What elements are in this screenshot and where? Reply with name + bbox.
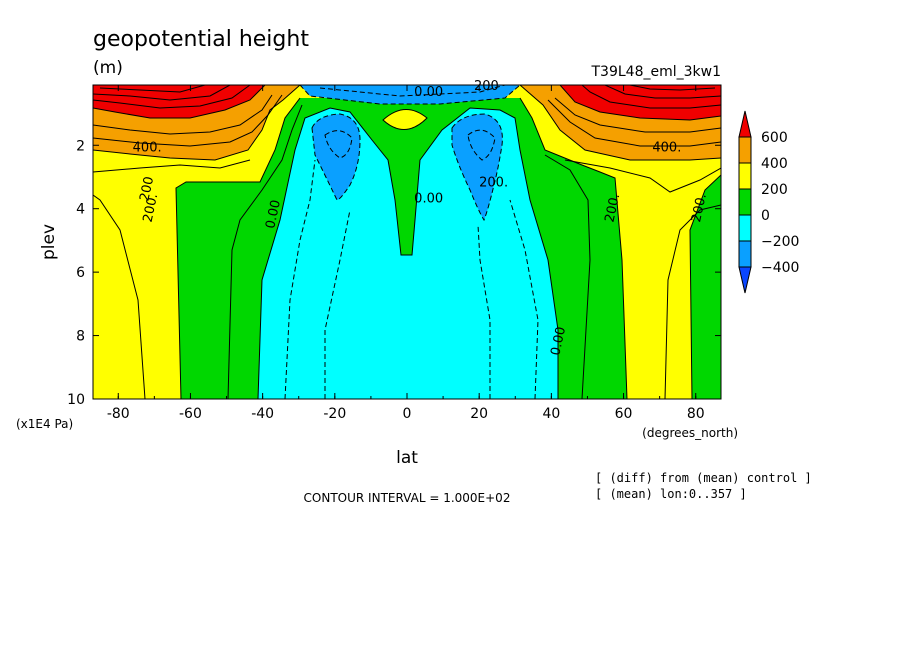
fill-600-left	[93, 85, 265, 118]
chart-title: geopotential height	[93, 27, 309, 52]
colorbar-label: −200	[761, 234, 799, 250]
y-axis-label: plev	[39, 224, 59, 260]
colorbar-segment	[738, 188, 752, 216]
contour-label: 0.00	[414, 191, 443, 206]
x-tick-label: 20	[470, 406, 488, 422]
fill-lobe-left	[312, 114, 360, 200]
colorbar-top-arrow	[738, 110, 752, 138]
colorbar-label: 400	[761, 156, 788, 172]
colorbar: 600 400 200 0 −200 −400	[738, 110, 799, 294]
x-tick-label: -60	[179, 406, 202, 422]
fill-0-200-right	[690, 175, 721, 399]
x-tick-label: -40	[251, 406, 274, 422]
x-tick-label: 0	[403, 406, 412, 422]
negative-contour-lines	[284, 85, 539, 399]
colorbar-label: 0	[761, 208, 770, 224]
y-tick-label: 6	[76, 265, 85, 281]
colorbar-segment	[738, 162, 752, 190]
y-tick-label: 10	[67, 392, 85, 408]
x-axis-units: (degrees_north)	[642, 426, 738, 440]
fill-lobe-right	[452, 114, 503, 220]
experiment-name: T39L48_eml_3kw1	[591, 64, 722, 80]
y-tick-label: 4	[76, 202, 85, 218]
note-diff: [ (diff) from (mean) control ]	[595, 471, 812, 485]
contour-field	[93, 85, 721, 399]
fill-bump-200	[383, 109, 427, 130]
contour-label: 200.	[603, 192, 624, 223]
y-axis-ticks: 2 4 6 8 10	[67, 138, 721, 408]
chart-units: (m)	[93, 58, 123, 78]
contour-interval: CONTOUR INTERVAL = 1.000E+02	[304, 491, 511, 505]
contour-label: 200	[474, 79, 499, 94]
colorbar-segment	[738, 240, 752, 268]
colorbar-segment	[738, 136, 752, 164]
contour-label: 400.	[652, 141, 681, 156]
contour-label: 400.	[133, 141, 162, 156]
y-tick-label: 8	[76, 329, 85, 345]
x-tick-label: 80	[687, 406, 705, 422]
note-mean: [ (mean) lon:0..357 ]	[595, 487, 747, 501]
x-axis-ticks: -80 -60 -40 -20 0 20 40 60 80	[107, 85, 705, 422]
contour-label: 200	[137, 175, 157, 202]
colorbar-segment	[738, 214, 752, 242]
fill-top-strip	[300, 85, 520, 104]
contour-label: 200.	[141, 192, 162, 223]
x-axis-label: lat	[396, 448, 418, 468]
contour-label: 200.	[689, 192, 710, 223]
y-axis-units: (x1E4 Pa)	[16, 417, 73, 431]
x-tick-label: -20	[323, 406, 346, 422]
colorbar-label: 200	[761, 182, 788, 198]
fill-600-right	[560, 85, 721, 120]
contour-label: 0.00	[414, 85, 443, 100]
y-tick-label: 2	[76, 138, 85, 154]
x-tick-label: -80	[107, 406, 130, 422]
contour-label: 200.	[479, 175, 508, 190]
x-tick-label: 40	[542, 406, 560, 422]
colorbar-bottom-arrow	[738, 266, 752, 294]
x-tick-label: 60	[615, 406, 633, 422]
contour-lines	[93, 85, 721, 399]
contour-label: 0.00	[548, 325, 569, 356]
colorbar-label: −400	[761, 260, 799, 276]
contour-label: 0.00	[263, 199, 284, 230]
colorbar-label: 600	[761, 130, 788, 146]
